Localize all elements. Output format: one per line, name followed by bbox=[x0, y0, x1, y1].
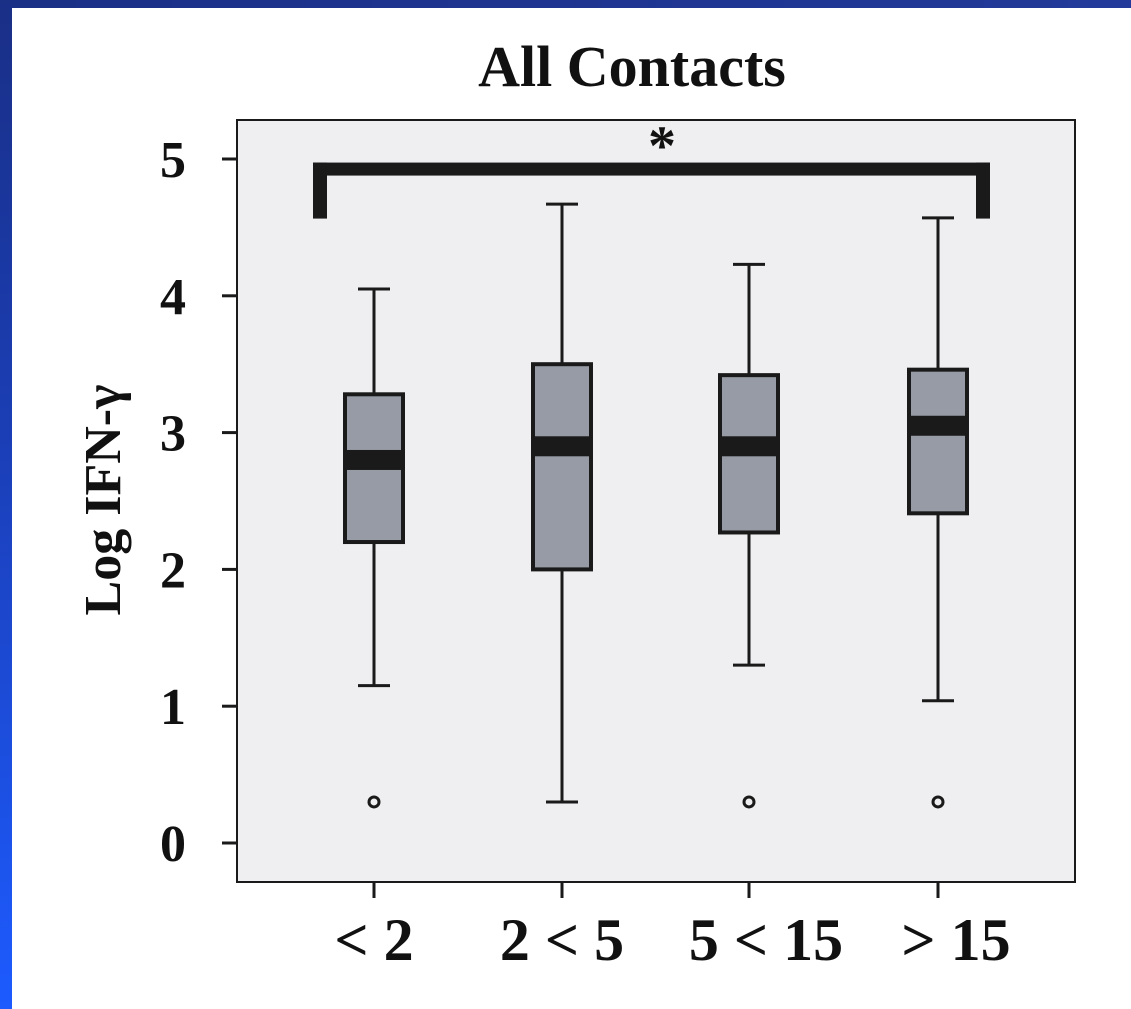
median-line bbox=[533, 436, 591, 457]
median-line bbox=[909, 415, 967, 436]
box-2 bbox=[531, 202, 593, 804]
outlier-point bbox=[931, 795, 945, 809]
boxes bbox=[343, 202, 969, 809]
x-tick-label: 5 < 15 bbox=[689, 907, 843, 973]
y-tick-label: 5 bbox=[160, 132, 186, 189]
y-tick-label: 1 bbox=[160, 679, 186, 736]
bracket-right-leg bbox=[976, 162, 990, 219]
box-1 bbox=[343, 287, 405, 809]
significance-annotation: * bbox=[313, 116, 990, 219]
box-4 bbox=[907, 216, 969, 809]
x-tick-label: < 2 bbox=[334, 907, 413, 973]
box-3 bbox=[718, 262, 780, 809]
median-line bbox=[720, 436, 778, 457]
y-tick-label: 4 bbox=[160, 269, 186, 326]
iqr-box bbox=[907, 367, 969, 516]
y-axis-label: Log IFN-γ bbox=[75, 385, 132, 616]
y-axis: 0 1 2 3 4 5 bbox=[160, 132, 237, 873]
x-tick-label: > 15 bbox=[901, 907, 1010, 973]
blue-top-border bbox=[0, 0, 1131, 8]
bracket-bar bbox=[313, 162, 990, 176]
y-tick-label: 0 bbox=[160, 816, 186, 873]
y-tick-label: 3 bbox=[160, 406, 186, 463]
blue-left-border bbox=[0, 0, 12, 1009]
x-tick-label: 2 < 5 bbox=[500, 907, 624, 973]
outlier-point bbox=[742, 795, 756, 809]
chart-title: All Contacts bbox=[478, 34, 786, 99]
outlier-point bbox=[367, 795, 381, 809]
bracket-left-leg bbox=[313, 162, 327, 219]
y-tick-label: 2 bbox=[160, 542, 186, 599]
significance-star: * bbox=[648, 116, 676, 178]
x-axis: < 2 2 < 5 5 < 15 > 15 bbox=[334, 882, 1011, 973]
median-line bbox=[345, 449, 403, 470]
iqr-box bbox=[531, 362, 593, 572]
